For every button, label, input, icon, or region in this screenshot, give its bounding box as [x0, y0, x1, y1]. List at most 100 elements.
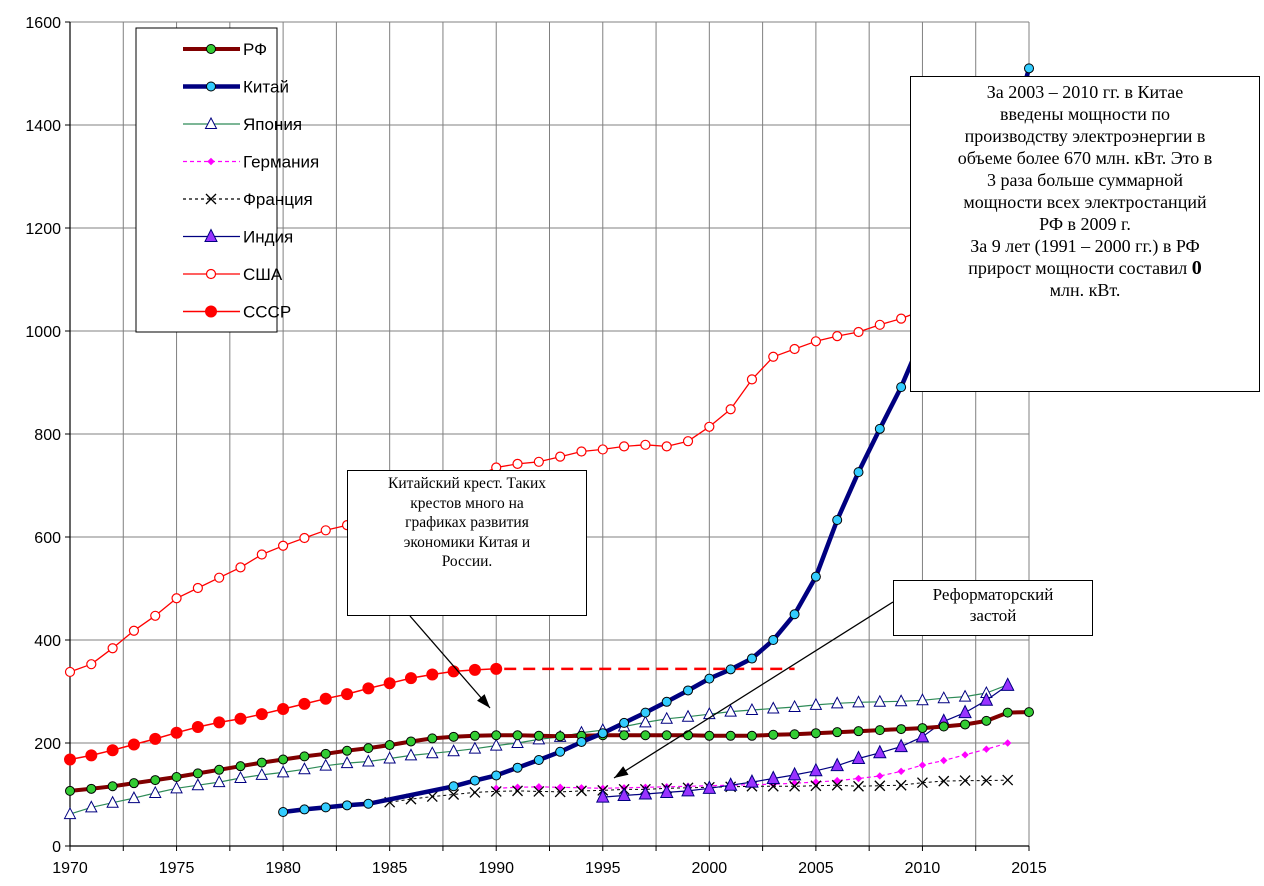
data-point — [1002, 774, 1014, 786]
data-point — [234, 712, 247, 725]
data-point — [958, 689, 972, 702]
data-point — [853, 467, 864, 478]
data-point — [149, 732, 162, 745]
data-point — [1003, 739, 1012, 747]
data-point — [533, 754, 544, 765]
data-point — [831, 779, 843, 791]
legend-label: Китай — [243, 78, 289, 97]
data-point — [960, 719, 971, 730]
legend-label: Франция — [243, 190, 313, 209]
data-point — [874, 319, 885, 330]
data-point — [384, 740, 395, 751]
data-point — [171, 593, 182, 604]
data-point — [619, 717, 630, 728]
reform-note-arrow-head — [614, 766, 629, 778]
cross-note-arrow-head — [477, 694, 490, 708]
data-point — [491, 770, 502, 781]
data-point — [214, 572, 225, 583]
data-point — [128, 625, 140, 636]
data-point — [832, 515, 843, 526]
data-point — [874, 423, 885, 434]
cross-note-line: Китайский крест. Таких — [388, 475, 546, 492]
data-point — [127, 738, 140, 751]
data-point — [702, 780, 717, 794]
data-point — [982, 745, 991, 753]
data-point — [512, 762, 523, 773]
legend-label: Япония — [243, 115, 302, 134]
china-capacity-note: За 2003 – 2010 гг. в Китае введены мощнос… — [910, 76, 1260, 392]
data-point — [448, 781, 459, 792]
data-point — [704, 673, 715, 684]
data-point — [214, 764, 225, 775]
data-point — [576, 446, 587, 457]
data-point — [213, 716, 226, 729]
china-note-line: млн. кВт. — [1049, 280, 1121, 300]
data-point — [127, 791, 141, 804]
data-point — [64, 753, 76, 766]
series-line — [389, 779, 1008, 803]
data-point — [876, 772, 884, 780]
data-point — [724, 704, 737, 717]
data-point — [789, 729, 800, 740]
data-point — [490, 662, 503, 675]
data-point — [383, 751, 396, 764]
data-point — [106, 795, 119, 808]
data-point — [979, 692, 994, 706]
data-point — [383, 677, 396, 690]
data-point — [342, 800, 353, 811]
legend: РФ Китай Япония Германия Франция Индия США СССР — [135, 27, 319, 333]
data-point — [789, 343, 800, 355]
data-point — [681, 709, 695, 722]
x-tick-label: 2010 — [905, 860, 941, 877]
legend-item-Франция: Франция — [183, 190, 313, 209]
data-point — [1002, 707, 1013, 718]
data-point — [128, 778, 139, 789]
data-point — [725, 404, 736, 415]
data-point — [809, 697, 823, 710]
data-point — [830, 757, 845, 772]
data-point — [170, 781, 183, 794]
data-point — [681, 782, 695, 797]
axes — [65, 21, 1030, 851]
data-point — [404, 672, 417, 685]
data-point — [512, 458, 523, 469]
data-point — [320, 748, 331, 759]
data-point — [535, 783, 543, 791]
data-point — [617, 787, 631, 802]
data-point — [874, 780, 886, 792]
data-point — [597, 444, 608, 455]
data-point — [171, 771, 182, 782]
legend-item-Япония: Япония — [183, 115, 302, 134]
data-point — [746, 730, 757, 741]
series-Япония — [63, 677, 1015, 820]
data-point — [746, 374, 758, 385]
data-point — [768, 635, 779, 645]
data-point — [556, 783, 564, 791]
data-point — [554, 786, 566, 798]
data-point — [851, 750, 866, 764]
data-point — [576, 785, 587, 797]
data-point — [958, 704, 972, 719]
data-point — [299, 751, 310, 762]
data-point — [468, 663, 481, 676]
data-point — [512, 785, 523, 797]
china-note-line: введены мощности по — [1000, 104, 1170, 124]
data-point — [618, 441, 630, 452]
data-point — [852, 695, 865, 708]
legend-item-РФ: РФ — [183, 40, 267, 59]
data-point — [638, 785, 653, 800]
series-line — [69, 684, 1008, 815]
legend-marker — [206, 44, 216, 54]
data-point — [63, 806, 77, 820]
data-point — [874, 725, 885, 736]
data-point — [84, 800, 98, 813]
data-point — [640, 439, 651, 450]
data-point — [810, 336, 821, 347]
data-point — [576, 736, 587, 747]
data-point — [256, 757, 267, 768]
data-point — [511, 735, 524, 748]
data-point — [853, 726, 864, 737]
y-tick-label: 1000 — [25, 324, 61, 341]
data-point — [235, 761, 246, 772]
data-point — [1000, 677, 1015, 691]
